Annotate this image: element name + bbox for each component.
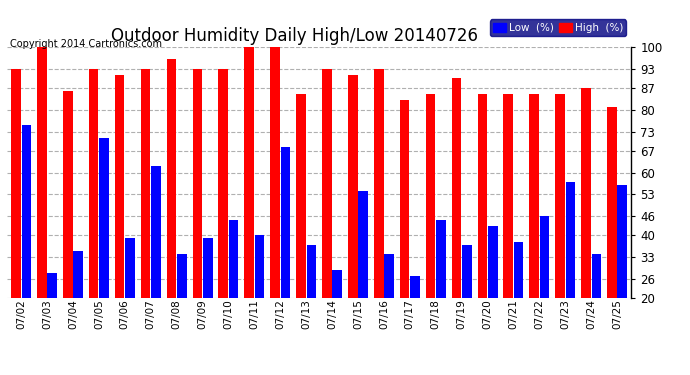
Bar — [477, 94, 487, 298]
Bar — [37, 47, 47, 298]
Bar — [514, 242, 524, 298]
Bar — [462, 245, 471, 298]
Bar — [374, 69, 384, 298]
Bar — [99, 138, 109, 298]
Bar — [529, 94, 539, 298]
Bar — [141, 69, 150, 298]
Bar — [591, 254, 601, 298]
Bar — [203, 238, 213, 298]
Bar — [244, 47, 254, 298]
Legend: Low  (%), High  (%): Low (%), High (%) — [490, 20, 626, 36]
Bar — [581, 88, 591, 298]
Bar — [358, 191, 368, 298]
Bar — [296, 94, 306, 298]
Bar — [73, 251, 83, 298]
Bar — [384, 254, 394, 298]
Bar — [48, 273, 57, 298]
Text: Copyright 2014 Cartronics.com: Copyright 2014 Cartronics.com — [10, 39, 162, 50]
Bar — [63, 91, 72, 298]
Bar — [400, 100, 409, 298]
Bar — [115, 75, 124, 298]
Bar — [270, 47, 280, 298]
Bar — [607, 106, 617, 298]
Bar — [488, 226, 497, 298]
Bar — [219, 69, 228, 298]
Bar — [151, 166, 161, 298]
Bar — [21, 125, 31, 298]
Title: Outdoor Humidity Daily High/Low 20140726: Outdoor Humidity Daily High/Low 20140726 — [110, 27, 477, 45]
Bar — [504, 94, 513, 298]
Bar — [255, 236, 264, 298]
Bar — [167, 59, 176, 298]
Bar — [410, 276, 420, 298]
Bar — [348, 75, 357, 298]
Bar — [89, 69, 99, 298]
Bar — [555, 94, 565, 298]
Bar — [229, 220, 239, 298]
Bar — [618, 185, 627, 298]
Bar — [426, 94, 435, 298]
Bar — [306, 245, 316, 298]
Bar — [177, 254, 186, 298]
Bar — [193, 69, 202, 298]
Bar — [452, 78, 461, 298]
Bar — [125, 238, 135, 298]
Bar — [11, 69, 21, 298]
Bar — [436, 220, 446, 298]
Bar — [322, 69, 332, 298]
Bar — [281, 147, 290, 298]
Bar — [333, 270, 342, 298]
Bar — [540, 216, 549, 298]
Bar — [566, 182, 575, 298]
